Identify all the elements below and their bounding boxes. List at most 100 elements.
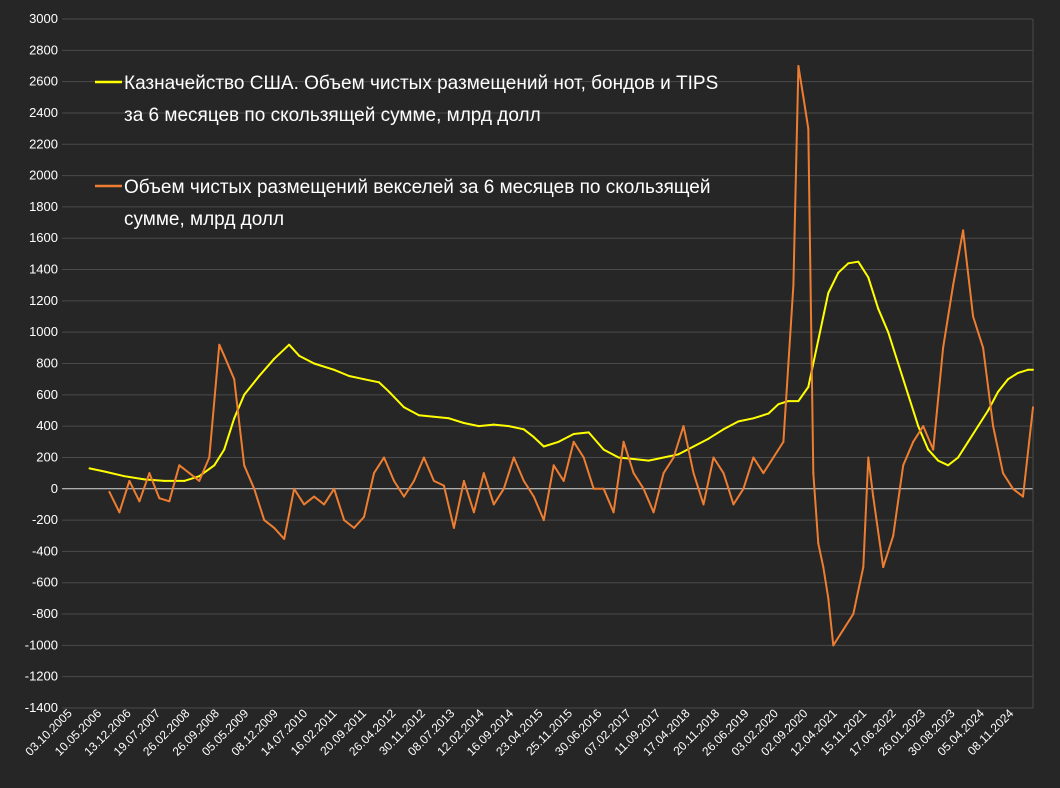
data-point <box>812 472 815 475</box>
data-point <box>617 456 620 459</box>
data-point <box>797 400 800 403</box>
data-point <box>792 284 795 287</box>
y-axis: 3000280026002400220020001800160014001200… <box>25 11 58 715</box>
data-point <box>333 487 336 490</box>
data-point <box>492 423 495 426</box>
data-point <box>787 400 790 403</box>
data-point <box>872 495 875 498</box>
data-point <box>867 276 870 279</box>
data-point <box>932 448 935 451</box>
data-point <box>502 487 505 490</box>
data-point <box>867 456 870 459</box>
y-tick-label: -600 <box>32 575 58 590</box>
data-point <box>422 456 425 459</box>
data-point <box>163 479 166 482</box>
y-tick-label: -200 <box>32 512 58 527</box>
data-point <box>682 425 685 428</box>
data-point <box>672 456 675 459</box>
data-point <box>807 386 810 388</box>
data-point <box>817 339 820 341</box>
data-point <box>962 229 965 232</box>
data-point <box>492 503 495 506</box>
data-point <box>507 425 510 428</box>
data-point <box>413 479 415 482</box>
data-point <box>343 519 346 522</box>
data-point <box>862 566 865 569</box>
y-tick-label: 1200 <box>29 293 58 308</box>
data-point <box>802 96 805 99</box>
data-point <box>542 445 545 448</box>
y-tick-label: 2200 <box>29 136 58 151</box>
data-point <box>383 456 385 459</box>
data-point <box>832 644 835 647</box>
data-point <box>313 495 316 498</box>
data-point <box>652 511 655 514</box>
data-point <box>452 526 455 529</box>
data-point <box>712 456 715 459</box>
data-point <box>103 470 106 473</box>
data-point <box>642 487 645 490</box>
data-point <box>552 464 555 467</box>
y-tick-label: 400 <box>36 418 58 433</box>
data-point <box>123 475 126 478</box>
data-point <box>477 425 480 428</box>
data-point <box>208 456 211 459</box>
data-point <box>822 566 825 569</box>
data-point <box>947 464 950 467</box>
data-point <box>233 417 236 420</box>
data-point <box>273 526 276 529</box>
data-point <box>108 490 111 493</box>
data-point <box>917 425 920 428</box>
data-point <box>997 390 1000 393</box>
series-line-1 <box>89 260 1033 482</box>
y-tick-label: -1200 <box>25 669 58 684</box>
data-point <box>857 260 860 263</box>
data-point <box>852 613 855 615</box>
data-point <box>772 456 775 459</box>
data-point <box>592 487 595 490</box>
data-point <box>138 500 141 503</box>
data-point <box>1002 472 1004 475</box>
data-point <box>732 503 735 506</box>
y-tick-label: 2400 <box>29 105 58 120</box>
data-point <box>907 393 910 396</box>
data-point <box>622 440 625 443</box>
y-tick-label: 1400 <box>29 262 58 277</box>
data-point <box>223 448 226 451</box>
data-point <box>632 458 635 460</box>
data-point <box>1012 487 1014 490</box>
y-tick-label: -400 <box>32 543 58 558</box>
data-point <box>677 453 680 456</box>
data-point <box>887 331 890 334</box>
y-tick-label: 800 <box>36 356 58 371</box>
data-point <box>88 467 91 470</box>
data-point <box>752 417 755 420</box>
data-point <box>233 378 236 381</box>
data-point <box>218 343 221 346</box>
y-tick-label: 2800 <box>29 42 58 57</box>
data-point <box>847 262 850 265</box>
data-point <box>462 422 465 424</box>
data-point <box>223 354 226 357</box>
data-point <box>522 479 525 482</box>
data-point <box>293 487 296 490</box>
data-point <box>198 475 201 478</box>
data-point <box>393 479 395 482</box>
data-point <box>348 375 351 377</box>
data-point <box>482 472 485 475</box>
data-point <box>842 628 845 631</box>
data-point <box>707 437 710 440</box>
data-point <box>1027 368 1029 371</box>
data-point <box>243 464 246 467</box>
data-point <box>288 343 291 346</box>
data-point <box>992 425 995 428</box>
data-point <box>912 440 915 443</box>
data-point <box>827 292 830 294</box>
data-point <box>777 403 780 406</box>
data-point <box>1022 495 1024 498</box>
data-point <box>562 479 565 482</box>
data-point <box>388 390 390 393</box>
data-point <box>937 459 940 462</box>
